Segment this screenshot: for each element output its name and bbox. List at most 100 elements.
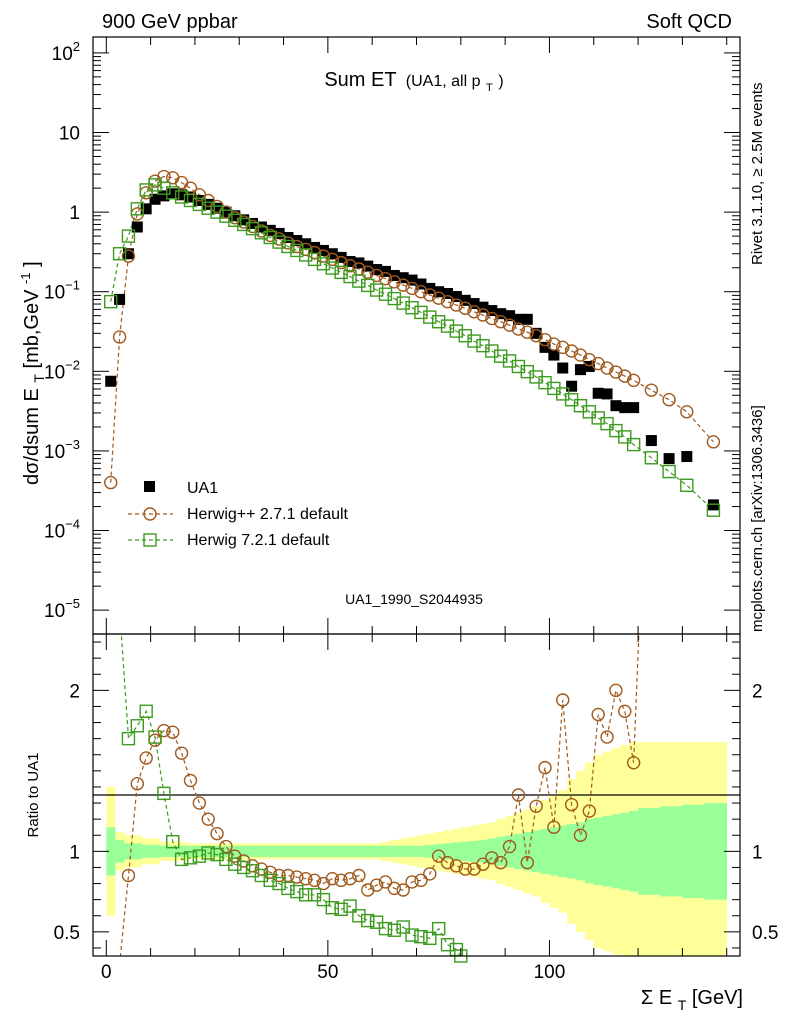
stat-band-green [469, 840, 479, 862]
ratio-point-herwig7 [192, 849, 207, 863]
mc-point-herwigpp [485, 311, 499, 326]
stat-band-green [478, 840, 488, 863]
ratio-point-herwig7 [219, 852, 233, 867]
mc-point-herwig7 [626, 437, 641, 452]
stat-band-green [451, 842, 462, 861]
data-point-ua1 [610, 400, 622, 412]
ratio-point-herwigpp [361, 883, 375, 897]
y-tick-label: 1 [69, 203, 80, 224]
ratio-point-herwig7 [183, 851, 198, 865]
mc-point-herwigpp [662, 393, 676, 407]
data-point-ua1 [628, 402, 640, 414]
y-tick-label-base: 10 [44, 442, 65, 463]
mc-point-herwig7 [307, 252, 322, 267]
mc-point-herwig7 [343, 269, 357, 284]
ratio-point-herwig7 [387, 923, 402, 937]
stat-band-green [256, 845, 267, 857]
mc-point-herwig7 [352, 274, 366, 288]
data-point-ua1 [681, 451, 693, 463]
mc-point-herwigpp [538, 332, 552, 347]
y-tick-label: 10−1 [44, 278, 80, 304]
ratio-point-herwigpp [449, 859, 464, 873]
mc-point-herwig7 [662, 464, 676, 479]
data-point-ua1 [397, 272, 409, 284]
data-point-ua1 [264, 224, 276, 236]
stat-band-green [345, 845, 355, 857]
stat-band-green [106, 827, 116, 876]
ratio-point-herwig7 [414, 929, 428, 944]
ratio-point-herwigpp [281, 868, 295, 883]
mc-point-herwig7 [396, 296, 410, 310]
ratio-point-herwigpp [511, 788, 526, 802]
mc-point-herwig7 [254, 226, 269, 240]
ratio-panel: 0.5 0.5 1 1 2 2 0 50 100 Ratio to UA1 Σ E T [GeV… [25, 633, 778, 1013]
ratio-uncertainty-bands [106, 741, 728, 956]
data-point-ua1 [344, 255, 356, 267]
ratio-point-herwigpp [130, 777, 145, 791]
ratio-point-herwigpp [352, 868, 366, 883]
stat-band-green [310, 845, 320, 857]
stat-band-green [540, 828, 550, 874]
ratio-point-herwig7 [325, 901, 340, 915]
mc-point-herwig7 [449, 324, 464, 338]
mc-point-herwigpp [139, 186, 153, 200]
data-point-ua1 [379, 265, 391, 277]
stat-band-green [443, 843, 453, 860]
ratio-point-herwig7 [174, 852, 189, 867]
ratio-point-herwigpp [166, 725, 180, 739]
mc-point-herwig7 [245, 221, 260, 236]
mc-point-herwigpp [369, 268, 384, 283]
ratio-point-herwig7 [352, 909, 366, 923]
mc-point-herwig7 [316, 256, 331, 271]
stat-band-green [248, 845, 258, 857]
ratio-point-herwig7 [157, 786, 171, 801]
stat-band-green [141, 844, 151, 858]
ratio-point-herwig7 [334, 902, 348, 917]
mc-point-herwig7 [174, 190, 189, 204]
mc-point-herwigpp [361, 265, 375, 279]
mc-point-herwigpp [467, 305, 481, 319]
mc-point-herwig7 [183, 193, 198, 208]
y-axis-label-sup: -1 [18, 272, 33, 284]
mc-point-herwig7 [405, 300, 419, 315]
mc-point-herwig7 [272, 235, 286, 249]
ratio-point-herwig7 [139, 704, 153, 718]
legend: UA1 Herwig++ 2.7.1 default Herwig 7.2.1 … [128, 480, 349, 549]
stat-band-green [132, 843, 143, 860]
ratio-point-herwigpp [405, 875, 419, 889]
mc-point-herwig7 [290, 243, 304, 258]
ratio-point-herwigpp [458, 862, 472, 876]
mc-point-herwig7 [387, 291, 402, 306]
mc-point-herwig7 [423, 310, 437, 324]
data-point-ua1 [539, 341, 551, 353]
ratio-point-herwigpp [547, 820, 561, 834]
stat-band-green [336, 845, 346, 857]
main-series-marks [104, 169, 721, 517]
ratio-point-herwigpp [582, 804, 597, 818]
ratio-point-herwigpp [219, 839, 233, 854]
stat-band-green [363, 845, 373, 857]
data-point-ua1 [122, 248, 134, 260]
x-tick-label: 0 [101, 962, 112, 983]
data-point-ua1 [557, 362, 569, 374]
mcplots-label: mcplots.cern.ch [arXiv:1306.3436] [749, 405, 766, 632]
stat-band-green [611, 814, 621, 889]
data-point-ua1 [495, 308, 507, 320]
y-tick-label: 10−2 [44, 357, 80, 383]
ratio-point-herwig7 [299, 888, 313, 902]
ratio-point-herwigpp [192, 796, 207, 810]
stat-band-green [301, 845, 311, 857]
mc-point-herwig7 [299, 248, 313, 262]
mc-point-herwig7 [520, 364, 534, 379]
data-point-ua1 [167, 188, 179, 200]
ratio-point-herwig7 [201, 846, 215, 860]
mc-point-herwig7 [369, 283, 384, 297]
stat-band-green [629, 811, 639, 892]
ratio-line-0 [119, 634, 640, 956]
mc-point-herwig7 [706, 503, 721, 517]
mc-point-herwig7 [281, 239, 295, 254]
mc-point-herwigpp [378, 271, 393, 286]
y-tick-label: 10 [59, 124, 80, 145]
stat-band-green [159, 845, 169, 857]
